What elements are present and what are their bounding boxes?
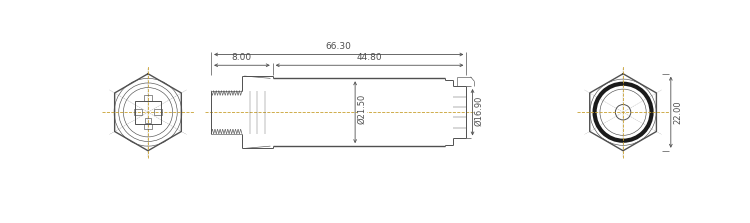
Text: 22.00: 22.00 bbox=[674, 100, 682, 124]
Text: Ø16.90: Ø16.90 bbox=[475, 95, 484, 126]
Text: Ø21.50: Ø21.50 bbox=[358, 93, 367, 124]
Bar bbox=[135, 101, 161, 124]
Bar bbox=[145, 118, 151, 123]
Text: 8.00: 8.00 bbox=[232, 53, 252, 62]
Text: 66.30: 66.30 bbox=[326, 42, 352, 51]
Text: 44.80: 44.80 bbox=[357, 53, 382, 62]
Bar bbox=[154, 109, 162, 115]
Bar bbox=[144, 124, 152, 129]
Bar bbox=[144, 95, 152, 101]
Bar bbox=[134, 109, 142, 115]
